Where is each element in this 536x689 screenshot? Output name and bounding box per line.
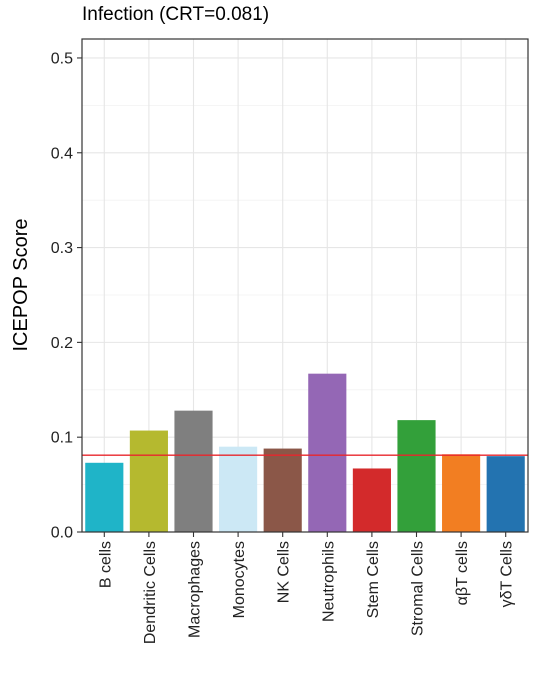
y-tick-label: 0.4 xyxy=(51,145,73,162)
bar xyxy=(85,462,124,532)
bar xyxy=(219,446,258,532)
bar xyxy=(308,373,347,532)
y-tick-label: 0.3 xyxy=(51,240,73,257)
bars xyxy=(85,373,525,532)
x-tick-label: Stem Cells xyxy=(365,541,382,618)
bar xyxy=(174,410,213,532)
bar xyxy=(263,448,302,532)
x-tick-label: B cells xyxy=(97,541,114,588)
bar xyxy=(486,456,525,532)
y-tick-label: 0.0 xyxy=(51,525,73,542)
y-tick-label: 0.2 xyxy=(51,335,73,352)
y-axis-title: ICEPOP Score xyxy=(10,218,32,351)
x-tick-label: Stromal Cells xyxy=(410,541,427,636)
x-axis-ticks: B cells Dendritic Cells Macrophages Monocyt… xyxy=(97,532,516,644)
bar xyxy=(352,468,391,532)
bar xyxy=(397,420,436,532)
x-tick-label: Dendritic Cells xyxy=(142,541,159,644)
y-tick-label: 0.1 xyxy=(51,430,73,447)
x-tick-label: Macrophages xyxy=(187,541,204,638)
x-tick-label: γδT Cells xyxy=(499,541,516,607)
y-tick-label: 0.5 xyxy=(51,50,73,67)
x-tick-label: Monocytes xyxy=(231,541,248,618)
x-tick-label: αβT cells xyxy=(454,541,471,605)
x-tick-label: NK Cells xyxy=(276,541,293,603)
x-tick-label: Neutrophils xyxy=(320,541,337,622)
plot-border xyxy=(81,38,529,533)
chart-title: Infection (CRT=0.081) xyxy=(82,4,269,25)
y-axis-ticks: 0.0 0.1 0.2 0.3 0.4 0.5 xyxy=(51,50,82,542)
bar xyxy=(129,430,168,532)
bar xyxy=(442,454,481,532)
